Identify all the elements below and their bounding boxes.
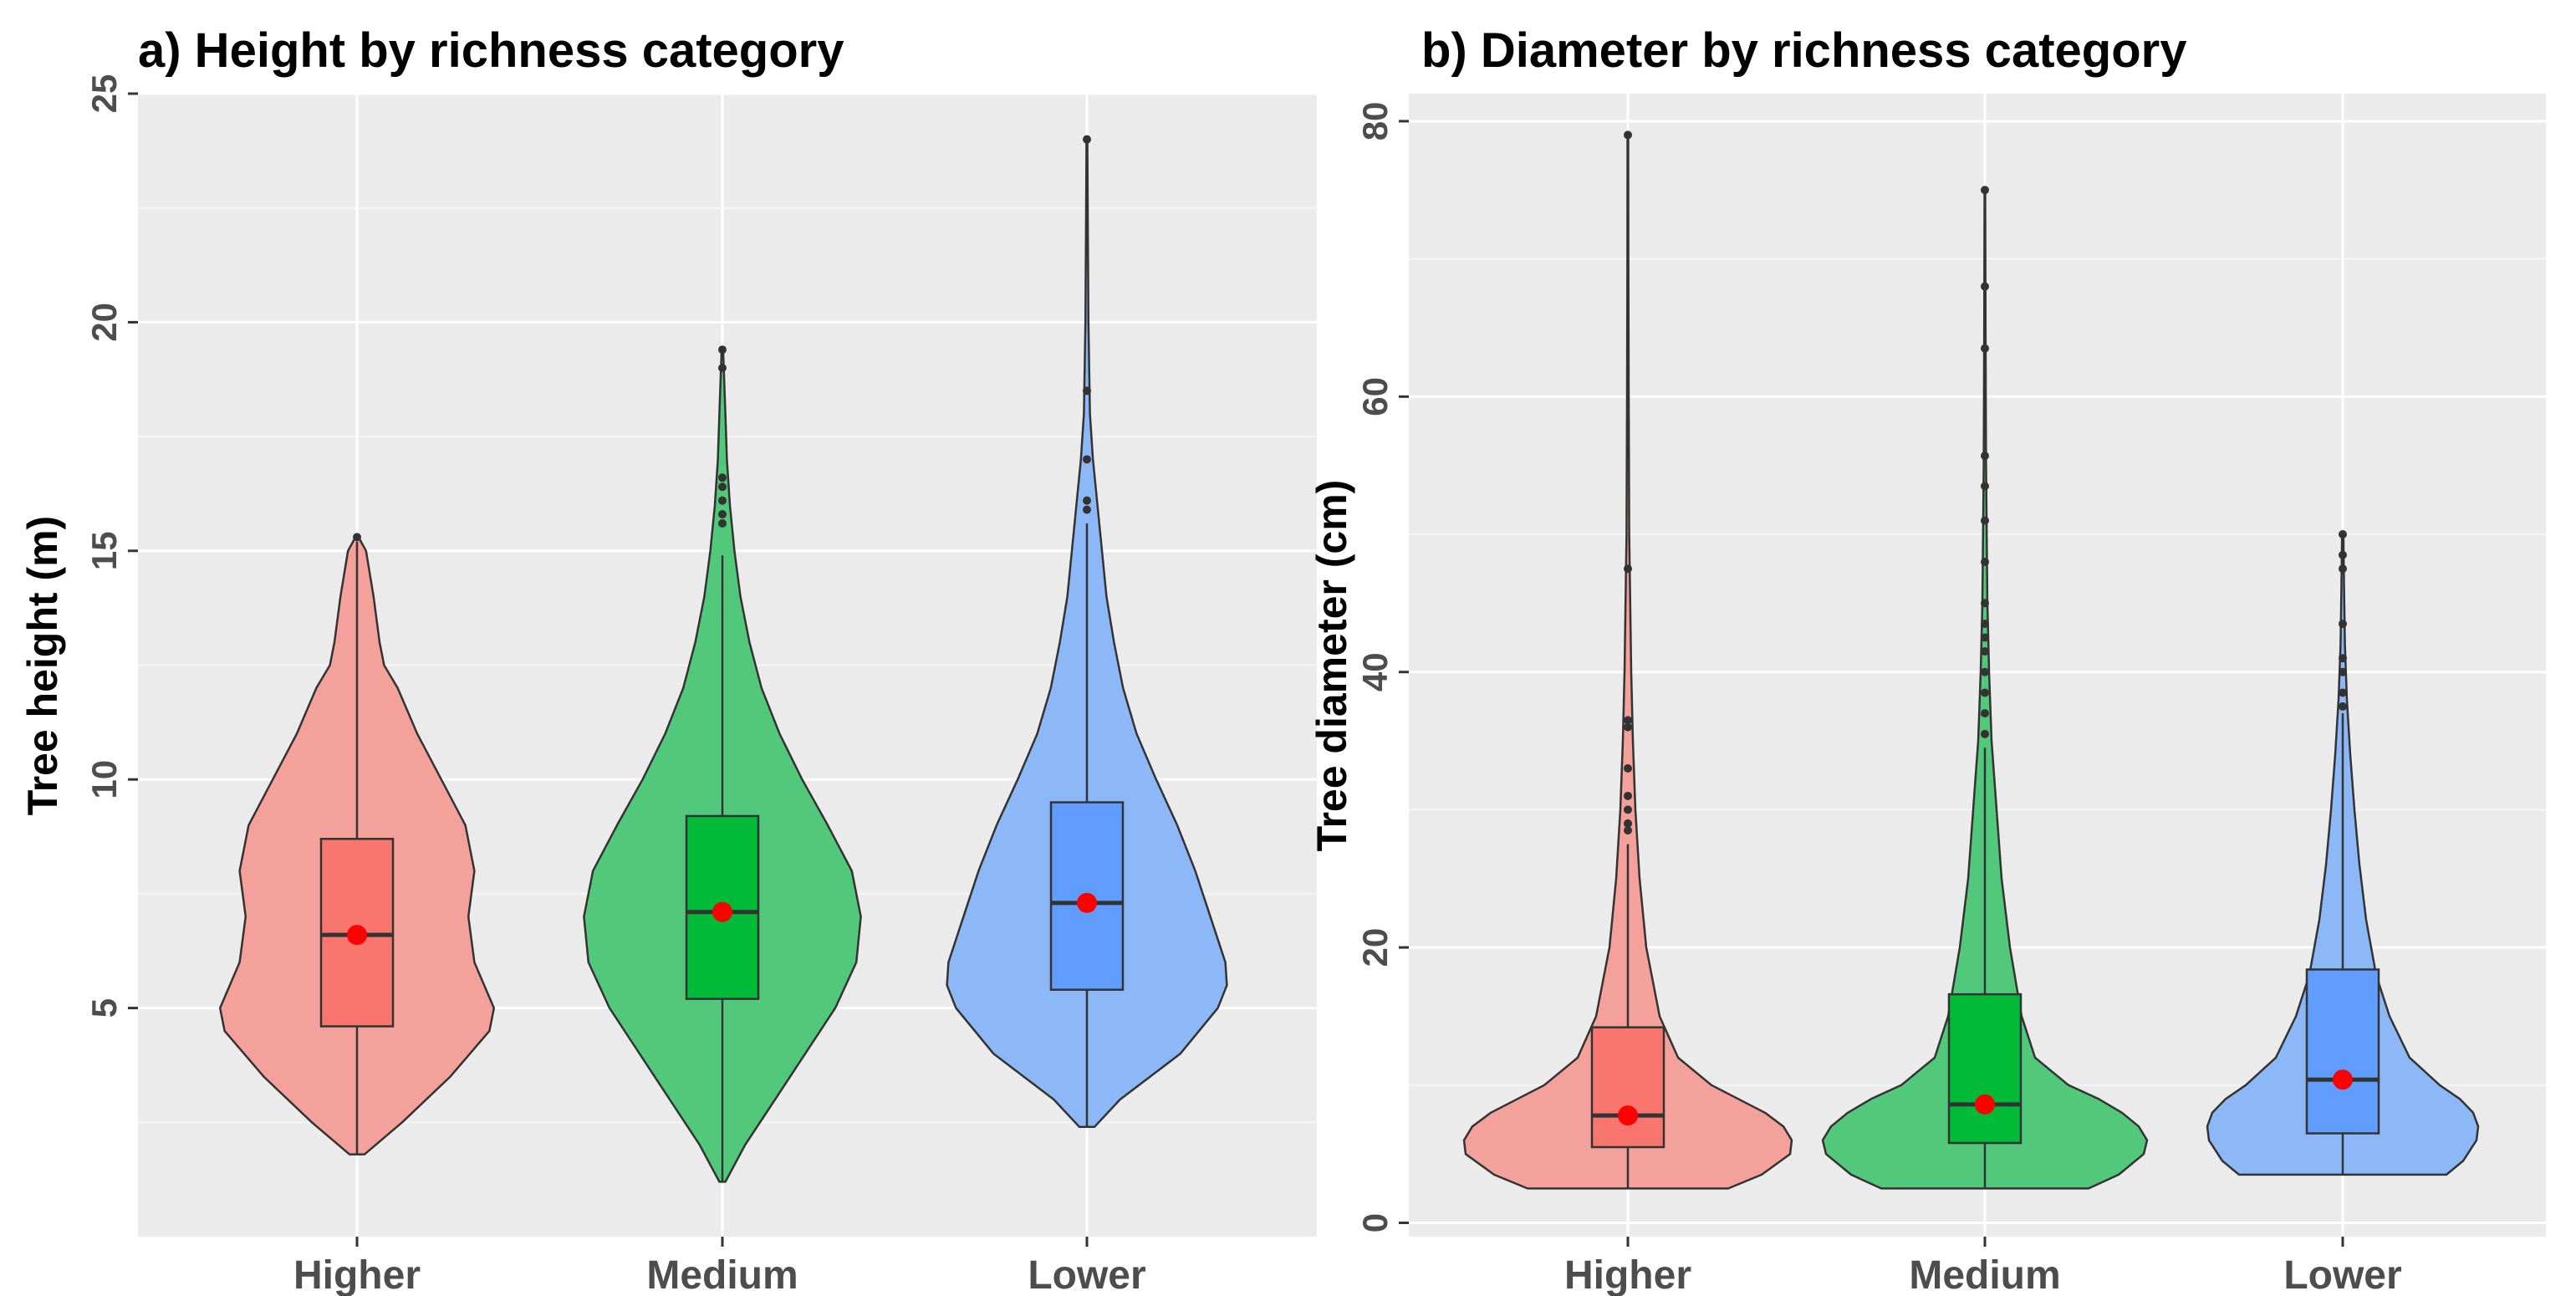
outlier-point <box>1624 564 1632 574</box>
y-tick-label: 40 <box>1355 652 1395 691</box>
outlier-point <box>1981 620 1989 629</box>
y-tick-label: 60 <box>1355 377 1395 416</box>
outlier-point <box>1981 482 1989 491</box>
y-axis-title: Tree height (m) <box>19 516 66 815</box>
outlier-point <box>1624 805 1632 814</box>
outlier-point <box>1981 599 1989 608</box>
mean-point <box>1618 1105 1638 1126</box>
x-tick-label: Medium <box>646 1253 798 1296</box>
outlier-point <box>1981 282 1989 291</box>
outlier-point <box>2339 688 2347 697</box>
outlier-point <box>1981 186 1989 195</box>
violins <box>218 135 1228 1183</box>
outlier-point <box>1083 496 1091 505</box>
box-medium <box>685 814 760 1000</box>
mean-point <box>2333 1069 2353 1090</box>
mean-point <box>712 901 732 922</box>
panel-diameter: b) Diameter by richness category 0 20 40 60… <box>1308 23 2546 1296</box>
outlier-point <box>1624 791 1632 800</box>
outlier-point <box>1981 667 1989 676</box>
x-tick-label: Lower <box>2283 1253 2401 1296</box>
outlier-point <box>718 496 727 505</box>
outlier-point <box>1981 557 1989 566</box>
x-tick-label: Lower <box>1028 1253 1145 1296</box>
y-axis-title: Tree diameter (cm) <box>1308 480 1355 852</box>
outlier-point <box>1981 344 1989 353</box>
outlier-point <box>1981 452 1989 461</box>
x-tick-label: Higher <box>1564 1253 1691 1296</box>
y-tick-label: 20 <box>84 303 124 342</box>
outlier-point <box>718 518 727 528</box>
outlier-point <box>1083 135 1091 144</box>
outlier-point <box>1624 764 1632 773</box>
outlier-point <box>1083 505 1091 514</box>
outlier-point <box>1981 688 1989 697</box>
outlier-point <box>1981 729 1989 738</box>
outlier-point <box>2339 620 2347 629</box>
outlier-point <box>718 345 727 355</box>
outlier-point <box>1981 516 1989 525</box>
outlier-point <box>1624 722 1632 732</box>
box-lower <box>2305 968 2380 1135</box>
outlier-point <box>1981 709 1989 718</box>
mean-point <box>347 925 367 946</box>
outlier-point <box>2339 702 2347 711</box>
violins <box>1462 130 2480 1190</box>
x-tick-label: Medium <box>1909 1253 2060 1296</box>
outlier-point <box>2339 550 2347 559</box>
y-tick-label: 15 <box>84 531 124 570</box>
outlier-point <box>1083 386 1091 395</box>
outlier-point <box>1624 826 1632 835</box>
panel-title: a) Height by richness category <box>138 23 844 78</box>
mean-point <box>1975 1094 1995 1115</box>
outlier-point <box>2339 530 2347 539</box>
outlier-point <box>1083 455 1091 464</box>
y-axis-ticks: 5 10 15 20 25 <box>84 74 138 1018</box>
x-axis-ticks: Higher Medium Lower <box>293 1237 1146 1296</box>
outlier-point <box>718 364 727 373</box>
y-tick-label: 10 <box>84 760 124 799</box>
outlier-point <box>1624 130 1632 140</box>
outlier-point <box>1981 647 1989 656</box>
y-axis-ticks: 0 20 40 60 80 <box>1355 102 1409 1232</box>
outlier-point <box>718 482 727 492</box>
outlier-point <box>2339 564 2347 574</box>
y-tick-label: 80 <box>1355 102 1395 141</box>
outlier-point <box>718 510 727 519</box>
outlier-point <box>1981 633 1989 642</box>
x-tick-label: Higher <box>293 1253 421 1296</box>
panel-height: a) Height by richness category 5 10 15 20 25… <box>19 23 1317 1296</box>
x-axis-ticks: Higher Medium Lower <box>1564 1237 2402 1296</box>
outlier-point <box>718 473 727 482</box>
box-medium <box>1947 992 2023 1145</box>
outlier-point <box>2339 667 2347 676</box>
outlier-point <box>353 533 361 542</box>
y-tick-label: 0 <box>1355 1213 1395 1232</box>
outlier-point <box>1624 819 1632 828</box>
outlier-point <box>2339 654 2347 663</box>
y-tick-label: 25 <box>84 74 124 114</box>
mean-point <box>1077 892 1097 913</box>
y-tick-label: 5 <box>84 998 124 1018</box>
box-higher <box>1590 1026 1665 1149</box>
y-tick-label: 20 <box>1355 928 1395 967</box>
panel-title: b) Diameter by richness category <box>1421 23 2186 78</box>
outlier-point <box>1624 716 1632 725</box>
